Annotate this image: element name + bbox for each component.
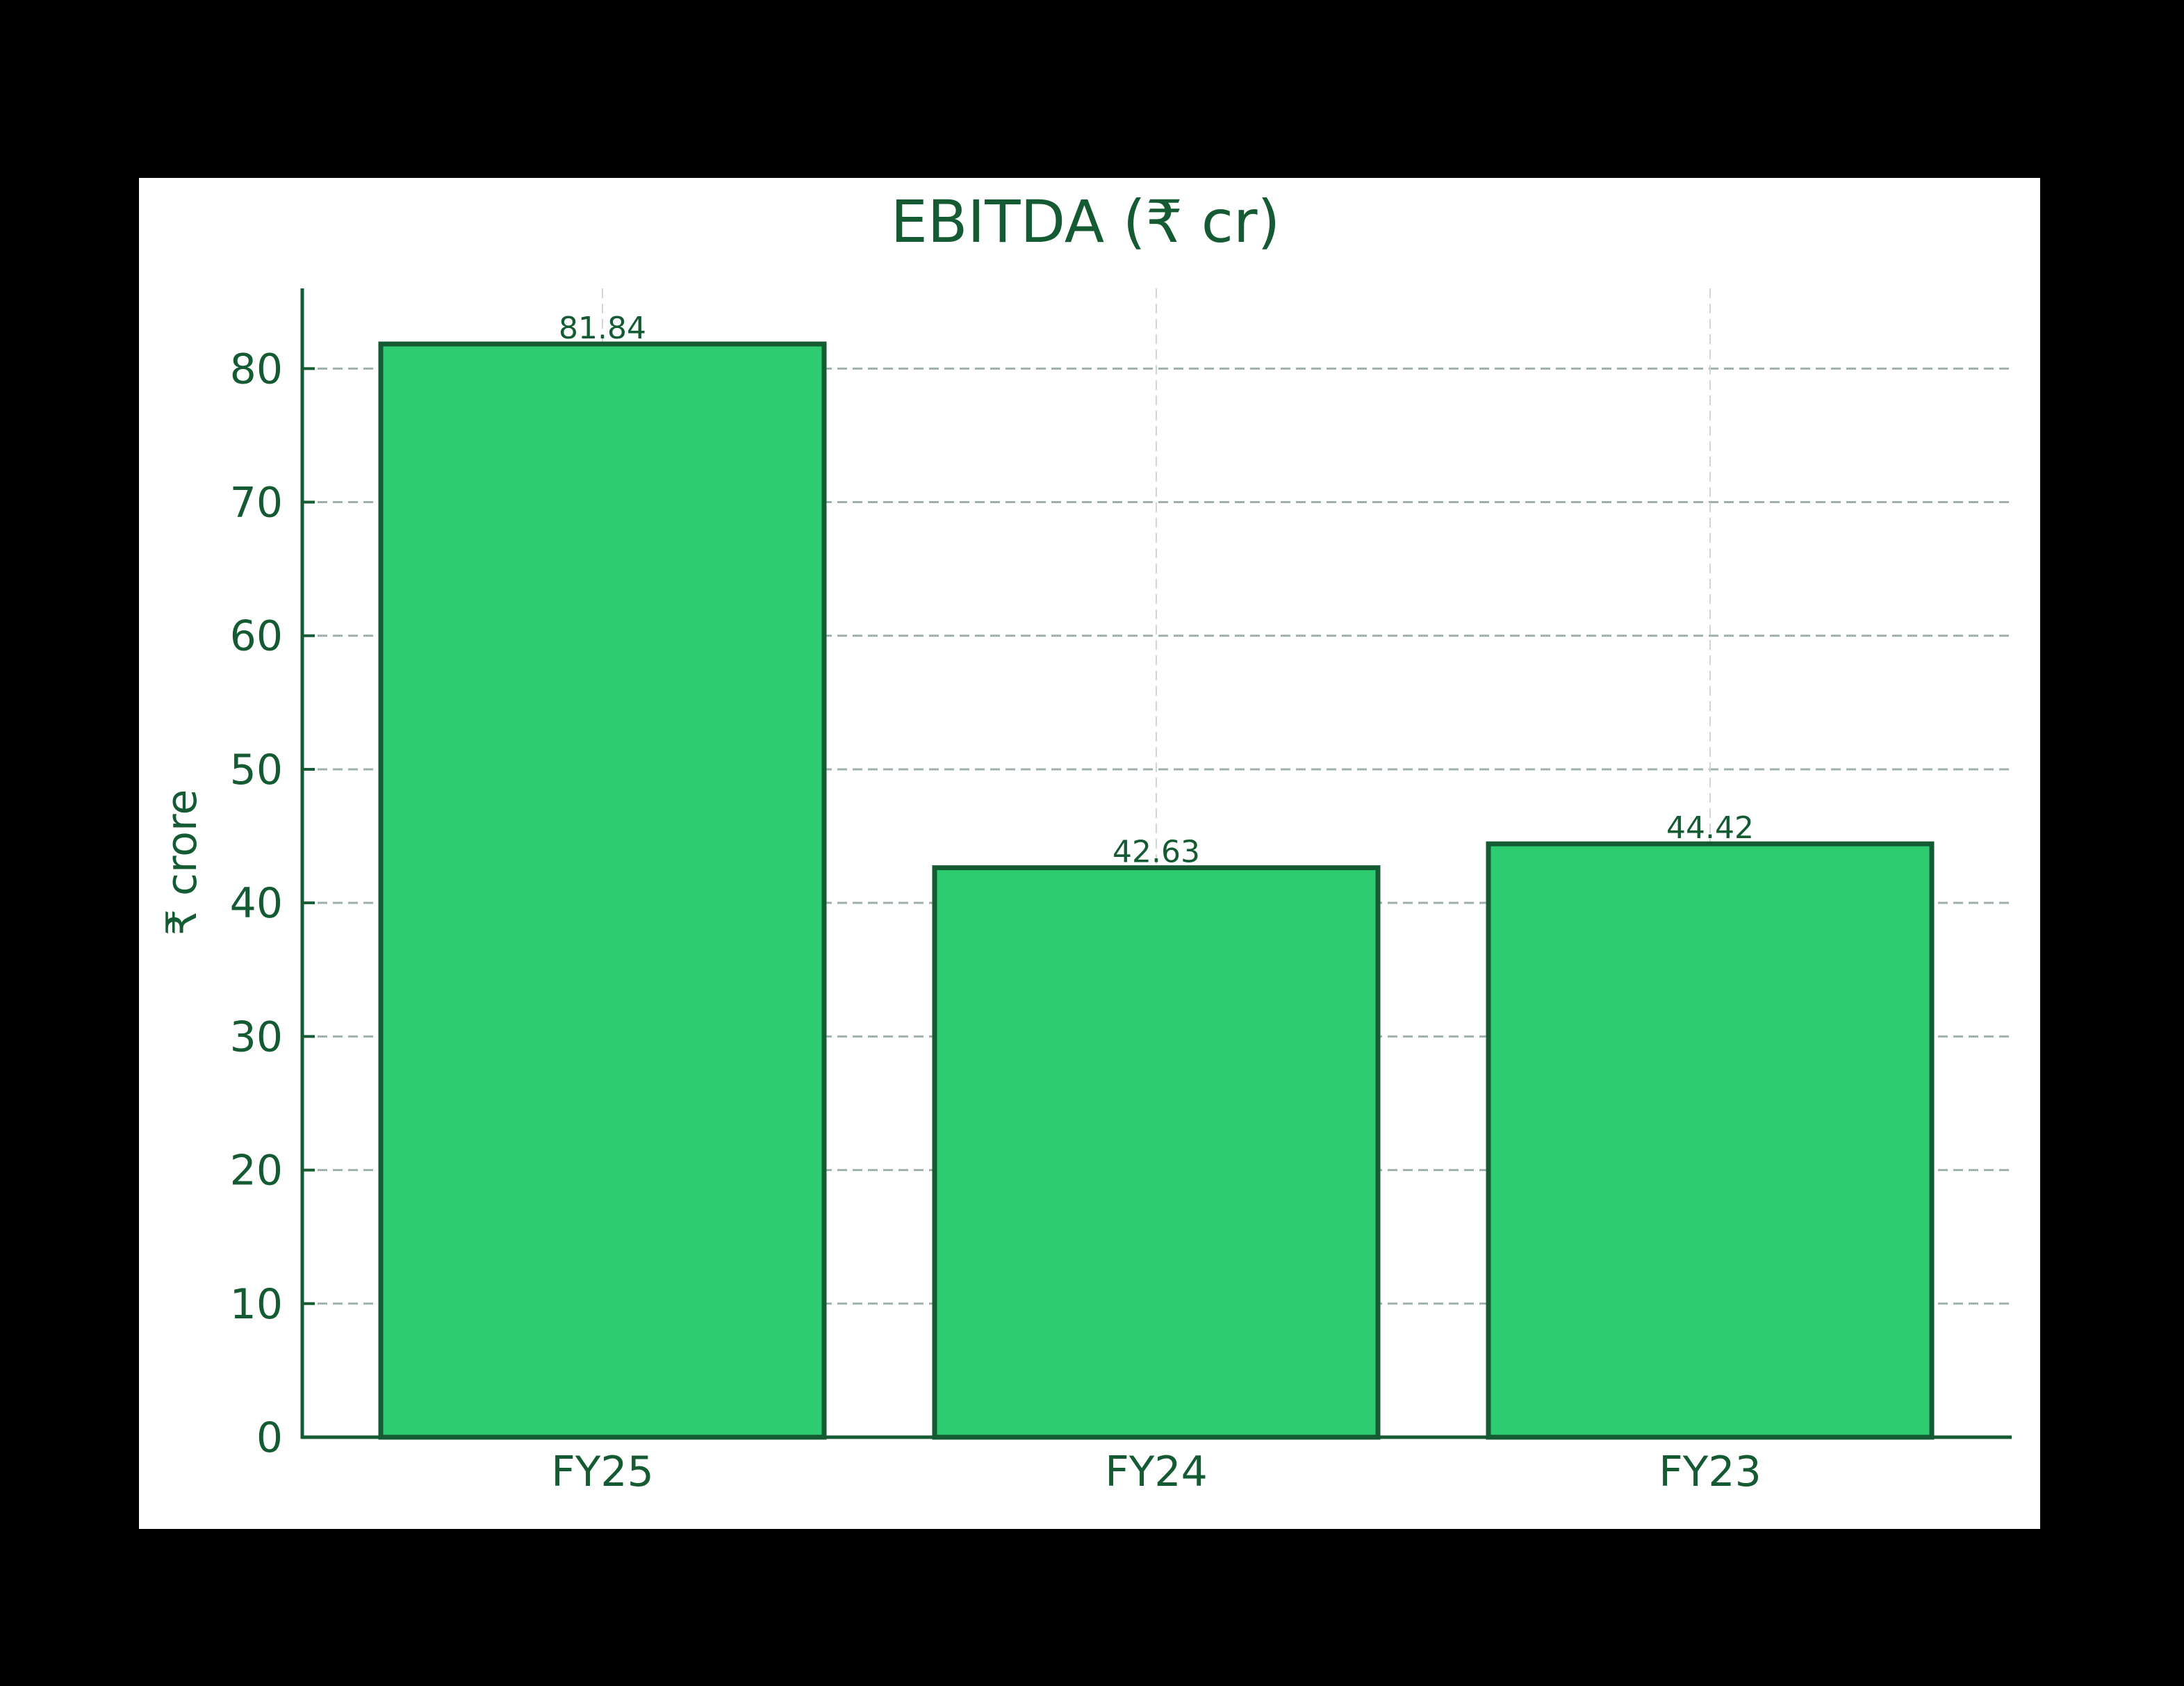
y-tick-label: 60: [230, 612, 283, 661]
bar-chart: EBITDA (₹ cr) 81.84 42.63 44.42 0 10 20 30 40 5…: [158, 188, 2012, 1496]
y-tick-label: 20: [230, 1147, 283, 1195]
y-tick-label: 50: [230, 746, 283, 794]
x-axis-ticks: FY25 FY24 FY23: [551, 1448, 1762, 1496]
y-tick-label: 30: [230, 1013, 283, 1061]
chart-figure: EBITDA (₹ cr) 81.84 42.63 44.42 0 10 20 30 40 5…: [139, 178, 2040, 1529]
y-tick-label: 40: [230, 879, 283, 928]
value-label: 42.63: [1112, 835, 1200, 870]
bar-fy23: [1486, 841, 1935, 1440]
y-axis-ticks: 0 10 20 30 40 50 60 70 80: [230, 345, 315, 1462]
chart-title: EBITDA (₹ cr): [891, 188, 1281, 256]
y-tick-label: 0: [256, 1414, 283, 1462]
y-tick-label: 80: [230, 345, 283, 393]
axes: [300, 288, 2012, 1439]
x-tick-label: FY23: [1659, 1448, 1762, 1496]
value-label: 81.84: [559, 311, 646, 346]
y-tick-label: 70: [230, 479, 283, 527]
x-tick-label: FY25: [551, 1448, 654, 1496]
y-axis-label: ₹ crore: [158, 789, 206, 936]
x-tick-label: FY24: [1105, 1448, 1208, 1496]
value-label: 44.42: [1666, 810, 1754, 846]
bar-fy25: [378, 341, 827, 1440]
bar-fy24: [932, 865, 1381, 1440]
y-tick-label: 10: [230, 1280, 283, 1329]
